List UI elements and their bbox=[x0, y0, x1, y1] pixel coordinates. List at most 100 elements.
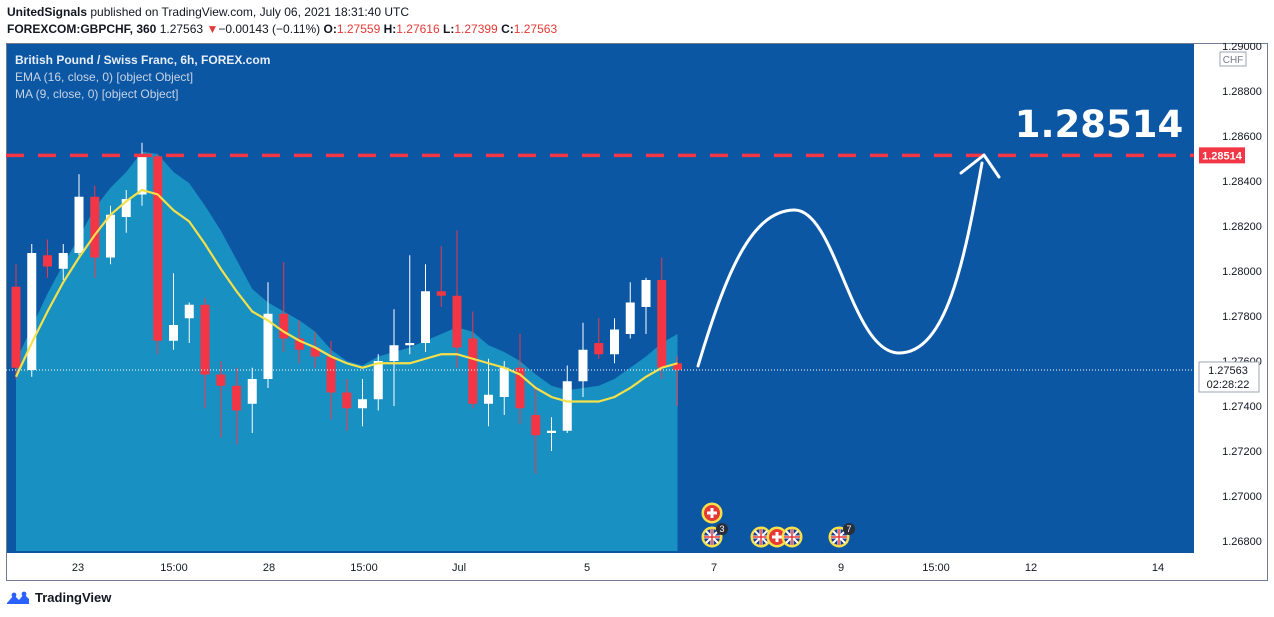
candle[interactable] bbox=[279, 262, 289, 352]
candle[interactable] bbox=[326, 340, 336, 420]
down-arrow-icon: ▼ bbox=[206, 22, 219, 36]
candle[interactable] bbox=[43, 239, 52, 278]
candle-body bbox=[326, 356, 336, 393]
candle[interactable] bbox=[11, 264, 21, 379]
close-value: 1.27563 bbox=[513, 22, 558, 36]
candle[interactable] bbox=[594, 318, 604, 359]
uk-flag-icon[interactable] bbox=[701, 526, 723, 548]
candle[interactable] bbox=[232, 367, 241, 445]
candle[interactable] bbox=[562, 365, 572, 434]
candle[interactable] bbox=[200, 298, 210, 409]
candle-body bbox=[153, 156, 163, 341]
projection-arrow bbox=[696, 161, 984, 368]
x-tick-label: 7 bbox=[711, 562, 717, 574]
price-scale[interactable] bbox=[1194, 43, 1268, 581]
candle[interactable] bbox=[547, 417, 556, 451]
x-tick-label: 15:00 bbox=[350, 562, 378, 574]
candle[interactable] bbox=[625, 282, 635, 339]
y-tick-label: 1.27800 bbox=[1222, 311, 1262, 323]
candle-body bbox=[625, 302, 635, 334]
candle-body bbox=[389, 345, 399, 361]
currency-badge bbox=[1219, 51, 1247, 67]
candle-body bbox=[43, 255, 52, 267]
candle[interactable] bbox=[389, 309, 399, 406]
projection-label: 1.28514 bbox=[1015, 103, 1184, 146]
candle-body bbox=[436, 291, 446, 296]
y-tick-label: 1.27400 bbox=[1222, 401, 1262, 413]
y-tick-label: 1.29000 bbox=[1222, 43, 1262, 53]
candle-body bbox=[121, 199, 131, 217]
candle[interactable] bbox=[452, 230, 462, 368]
candle[interactable] bbox=[216, 361, 226, 438]
x-tick-label: 15:00 bbox=[922, 562, 950, 574]
x-tick-label: 15:00 bbox=[160, 562, 188, 574]
chart-border bbox=[6, 43, 1268, 581]
current-price-tag bbox=[1198, 361, 1260, 393]
candle[interactable] bbox=[184, 302, 194, 344]
candle[interactable] bbox=[610, 318, 619, 364]
publish-info: UnitedSignals published on TradingView.c… bbox=[7, 5, 409, 19]
candle[interactable] bbox=[673, 356, 682, 407]
candle[interactable] bbox=[169, 273, 178, 350]
publisher-name[interactable]: UnitedSignals bbox=[7, 5, 88, 19]
candle[interactable] bbox=[358, 379, 367, 427]
legend-ma: MA (9, close, 0) [object Object] bbox=[15, 87, 179, 101]
candle[interactable] bbox=[641, 277, 651, 334]
x-tick-label: Jul bbox=[452, 562, 466, 574]
candle-body bbox=[515, 367, 525, 409]
time-scale[interactable] bbox=[6, 553, 1194, 581]
target-price-tag bbox=[1199, 147, 1245, 164]
candle[interactable] bbox=[531, 385, 541, 474]
candle-body bbox=[594, 343, 604, 355]
high-value: 1.27616 bbox=[396, 22, 440, 36]
candle[interactable] bbox=[657, 257, 667, 380]
uk-flag-icon[interactable] bbox=[750, 526, 772, 548]
candle-body bbox=[216, 374, 226, 386]
candle-body bbox=[499, 367, 509, 397]
symbol-label: FOREXCOM:GBPCHF, 360 bbox=[7, 22, 157, 36]
tradingview-logo[interactable]: TradingView bbox=[6, 590, 111, 605]
candle-body bbox=[137, 156, 147, 195]
candle[interactable] bbox=[310, 331, 320, 368]
candle-body bbox=[452, 295, 462, 348]
candle-body bbox=[358, 399, 367, 409]
event-count-badge-bg bbox=[843, 523, 855, 535]
candle-body bbox=[421, 291, 430, 343]
candle[interactable] bbox=[484, 358, 493, 427]
candle[interactable] bbox=[578, 322, 588, 397]
candle[interactable] bbox=[74, 174, 84, 256]
candle-body bbox=[405, 343, 415, 346]
candle[interactable] bbox=[90, 185, 100, 278]
swiss-flag-icon[interactable] bbox=[766, 526, 788, 548]
candle[interactable] bbox=[436, 246, 446, 307]
swiss-flag-icon[interactable] bbox=[701, 502, 723, 524]
candle-body bbox=[90, 196, 100, 258]
event-count-badge: 7 bbox=[846, 524, 851, 534]
candle[interactable] bbox=[121, 190, 131, 233]
candle[interactable] bbox=[342, 379, 352, 431]
open-value: 1.27559 bbox=[336, 22, 381, 36]
x-tick-label: 14 bbox=[1152, 562, 1164, 574]
candle-body bbox=[610, 329, 619, 355]
candle[interactable] bbox=[515, 334, 525, 424]
candle-body bbox=[468, 338, 478, 404]
uk-flag-icon[interactable] bbox=[781, 526, 803, 548]
candle[interactable] bbox=[137, 142, 147, 206]
candle[interactable] bbox=[27, 244, 37, 377]
ema-fill-area bbox=[16, 151, 678, 551]
candle-body bbox=[342, 392, 352, 409]
candle[interactable] bbox=[153, 154, 163, 355]
tradingview-logo-icon bbox=[7, 591, 29, 604]
candle-body bbox=[562, 381, 572, 431]
high-label: H: bbox=[383, 22, 397, 36]
candle[interactable] bbox=[421, 264, 430, 352]
y-tick-label: 1.27200 bbox=[1222, 446, 1262, 458]
x-tick-label: 12 bbox=[1025, 562, 1037, 574]
y-tick-label: 1.27000 bbox=[1222, 491, 1262, 503]
candle[interactable] bbox=[247, 367, 257, 433]
candle[interactable] bbox=[405, 255, 415, 355]
y-tick-label: 1.28200 bbox=[1222, 221, 1262, 233]
candle[interactable] bbox=[58, 244, 68, 280]
currency-label: CHF bbox=[1223, 55, 1244, 66]
price-chart[interactable]: 1.28514 1.29000 1.28800 1.28600 1.28400 1.282… bbox=[6, 43, 1268, 581]
